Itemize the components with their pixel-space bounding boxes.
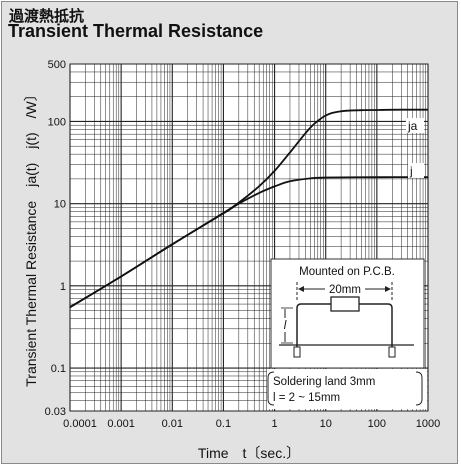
series-j-label: j [409, 164, 413, 178]
soldering-note: Soldering land 3mm l = 2 ~ 15mm [267, 369, 427, 409]
y-tick-label: 100 [48, 116, 66, 128]
dim-l-label: l [284, 320, 287, 332]
x-tick-label: 100 [368, 418, 386, 430]
y-axis-label: Transient Thermal Resistance ja(t) j(t) … [23, 87, 39, 387]
series-j-line [69, 176, 429, 308]
y-tick-label: 10 [54, 199, 66, 211]
dimension-20mm-label: 20mm [329, 284, 361, 296]
grid-lines [69, 64, 429, 411]
dim-arrowhead-right [385, 286, 391, 292]
chart-title-english: Transient Thermal Resistance [8, 21, 264, 41]
l-label-bg [280, 318, 290, 332]
x-tick-label: 0.01 [162, 418, 183, 430]
mounting-inset: Mounted on P.C.B. 20mm l [270, 258, 425, 369]
y-tick-label: 0.03 [45, 406, 66, 418]
x-tick-label: 1000 [416, 418, 440, 430]
dim-arrowhead-left [298, 286, 304, 292]
l-range-label: l = 2 ~ 15mm [273, 392, 340, 404]
series-ja-label-bg [406, 118, 424, 133]
dim-label-bg [325, 282, 365, 295]
x-tick-label: 1 [272, 418, 278, 430]
x-tick-label: 0.1 [216, 418, 231, 430]
tick-labels: 0.0001 0.001 0.01 0.1 1 10 100 1000 0.03 0.1 1 10 10… [45, 59, 441, 430]
x-tick-label: 10 [320, 418, 332, 430]
soldering-land-label: Soldering land 3mm [273, 376, 375, 388]
series-j-label-bg [408, 163, 424, 178]
x-tick-label: 0.001 [107, 418, 135, 430]
note-bracket-left [267, 371, 275, 406]
component-body [330, 296, 360, 312]
y-tick-label: 500 [48, 59, 66, 71]
y-tick-label: 0.1 [51, 363, 66, 375]
chart-title-japanese: 過渡熱抵抗 [9, 7, 85, 25]
note-bracket-right [415, 371, 423, 406]
series-ja-label: ja [407, 119, 418, 133]
x-tick-label: 0.0001 [63, 418, 97, 430]
y-tick-label: 1 [60, 281, 66, 293]
x-axis-label: Time t〔sec.〕 [198, 445, 300, 461]
soldering-note-bg [267, 369, 427, 409]
solder-land-left [293, 346, 301, 358]
solder-land-right [388, 346, 396, 358]
inset-mounted-label: Mounted on P.C.B. [299, 266, 395, 278]
